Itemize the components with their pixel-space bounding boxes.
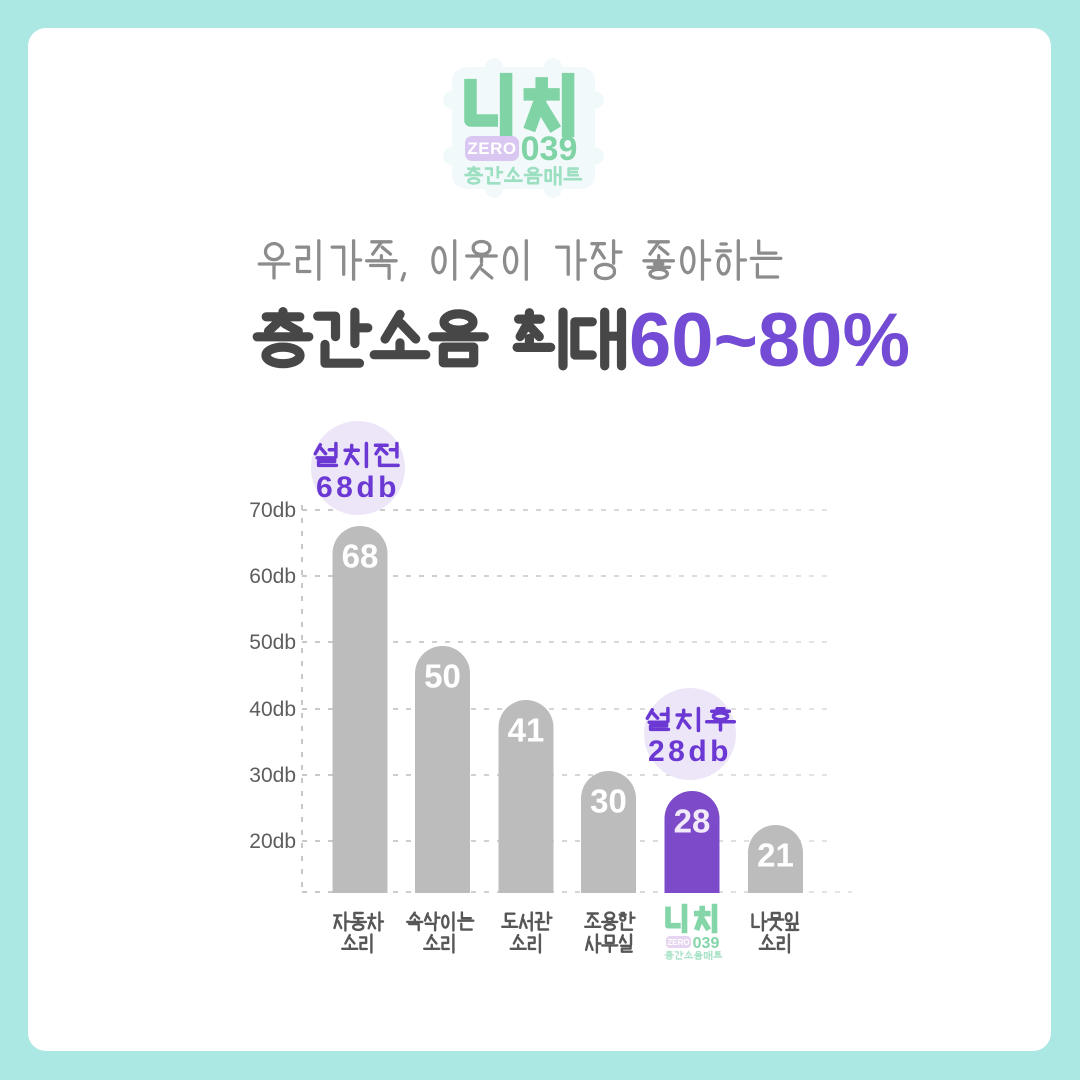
svg-text:40db: 40db bbox=[249, 698, 296, 721]
svg-text:60~80%: 60~80% bbox=[629, 298, 910, 383]
svg-text:039: 039 bbox=[693, 935, 720, 952]
svg-text:50: 50 bbox=[424, 658, 461, 695]
svg-text:30: 30 bbox=[590, 783, 627, 820]
svg-text:50db: 50db bbox=[249, 631, 296, 654]
svg-text:28db: 28db bbox=[648, 735, 732, 768]
svg-text:41: 41 bbox=[508, 712, 545, 749]
svg-text:21: 21 bbox=[757, 837, 794, 874]
svg-text:28: 28 bbox=[674, 803, 711, 840]
svg-text:30db: 30db bbox=[249, 764, 296, 787]
svg-text:68: 68 bbox=[342, 538, 379, 575]
svg-text:60db: 60db bbox=[249, 565, 296, 588]
svg-text:039: 039 bbox=[521, 130, 578, 168]
svg-text:70db: 70db bbox=[249, 499, 296, 522]
svg-text:ZERO: ZERO bbox=[667, 938, 689, 947]
svg-text:ZERO: ZERO bbox=[467, 139, 516, 158]
svg-text:20db: 20db bbox=[249, 830, 296, 853]
svg-text:68db: 68db bbox=[316, 471, 400, 504]
